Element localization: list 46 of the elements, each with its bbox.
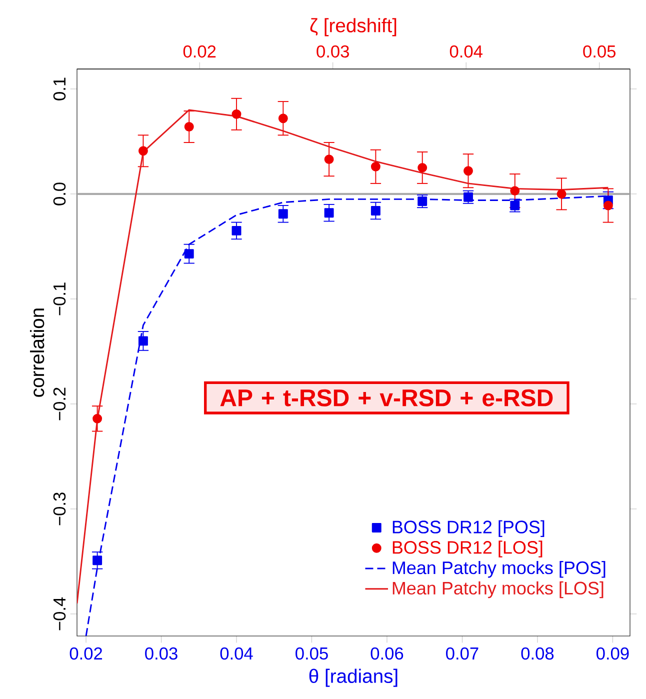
y-axis-title: correlation xyxy=(30,308,44,397)
legend-label: BOSS DR12 [POS] xyxy=(392,520,544,537)
y-tick-label: −0.1 xyxy=(53,282,66,316)
point xyxy=(184,249,194,259)
x-tick-label: 0.08 xyxy=(521,647,554,660)
x2-tick-label: 0.05 xyxy=(583,45,616,58)
y-tick-label: −0.4 xyxy=(53,597,66,630)
legend-label: BOSS DR12 [LOS] xyxy=(392,540,542,558)
point xyxy=(510,186,520,196)
line-series xyxy=(77,109,609,604)
x-tick-label: 0.04 xyxy=(220,647,253,660)
x-tick-label: 0.02 xyxy=(70,647,102,660)
point xyxy=(464,166,473,176)
point xyxy=(278,114,288,124)
x-tick-label: 0.03 xyxy=(145,647,178,660)
point xyxy=(92,414,102,424)
point xyxy=(232,226,242,236)
point xyxy=(232,109,242,119)
legend-label: Mean Patchy mocks [LOS] xyxy=(392,581,604,598)
point xyxy=(184,122,194,132)
x2-tick-label: 0.02 xyxy=(183,45,216,58)
x2-tick-label: 0.03 xyxy=(316,45,349,58)
x2-tick-label: 0.04 xyxy=(450,45,482,58)
point xyxy=(278,209,288,219)
y-tick-label: −0.2 xyxy=(53,388,66,420)
x2-axis-title: ζ [redshift] xyxy=(310,18,396,36)
legend-label: Mean Patchy mocks [POS] xyxy=(392,560,606,578)
point xyxy=(324,208,334,218)
y-tick-label: −0.3 xyxy=(53,492,66,526)
x-tick-label: 0.06 xyxy=(370,647,404,660)
x-tick-label: 0.07 xyxy=(446,647,478,660)
point xyxy=(370,206,380,216)
point xyxy=(556,189,566,199)
annotation: AP + t-RSD + v-RSD + e-RSD xyxy=(220,389,553,406)
point xyxy=(92,556,102,566)
point xyxy=(138,146,148,156)
point xyxy=(138,336,148,346)
point xyxy=(370,162,380,172)
y-tick-label: 0.1 xyxy=(53,78,66,100)
point xyxy=(324,154,334,164)
y-tick-label: 0.0 xyxy=(53,182,66,206)
x-tick-label: 0.05 xyxy=(296,647,328,660)
point xyxy=(418,162,428,172)
point xyxy=(603,200,613,210)
x-axis-title: θ [radians] xyxy=(309,668,398,687)
x-tick-label: 0.09 xyxy=(596,647,629,660)
